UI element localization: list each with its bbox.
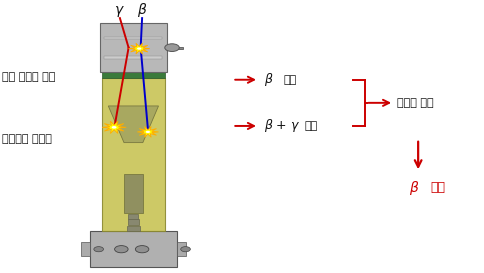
Circle shape	[115, 246, 128, 253]
Bar	[124, 174, 143, 213]
Bar	[105, 37, 162, 39]
Circle shape	[136, 246, 149, 253]
Bar	[90, 231, 177, 267]
Circle shape	[94, 247, 104, 252]
Circle shape	[137, 48, 141, 50]
Bar	[178, 47, 183, 49]
Circle shape	[165, 44, 179, 52]
Polygon shape	[137, 127, 158, 137]
Bar	[128, 219, 139, 225]
Circle shape	[146, 131, 150, 133]
Bar	[105, 56, 162, 59]
Text: 타이밍 로직: 타이밍 로직	[397, 98, 434, 108]
Text: $\beta$: $\beta$	[264, 71, 274, 88]
Text: $\beta$ + $\gamma$: $\beta$ + $\gamma$	[264, 117, 300, 134]
Text: 다중 와이어 첸버: 다중 와이어 첸버	[1, 72, 55, 82]
Bar	[128, 214, 138, 219]
Polygon shape	[102, 121, 126, 133]
Text: 계수: 계수	[283, 75, 296, 85]
Bar	[100, 23, 167, 72]
Text: $\gamma$: $\gamma$	[115, 4, 125, 19]
Bar	[102, 78, 165, 231]
Text: $\beta$: $\beta$	[408, 179, 419, 197]
Circle shape	[112, 126, 117, 129]
Bar	[166, 46, 173, 49]
Text: $\beta$: $\beta$	[137, 1, 147, 19]
Bar	[81, 242, 90, 256]
Polygon shape	[129, 43, 150, 54]
Text: 플라스틱 섬광체: 플라스틱 섬광체	[1, 134, 51, 144]
Bar	[127, 226, 140, 231]
Text: 검출: 검출	[430, 181, 445, 194]
Text: 검출: 검출	[305, 121, 318, 131]
Bar	[177, 242, 185, 256]
Bar	[102, 72, 165, 78]
Circle shape	[181, 247, 190, 252]
Polygon shape	[108, 106, 158, 143]
